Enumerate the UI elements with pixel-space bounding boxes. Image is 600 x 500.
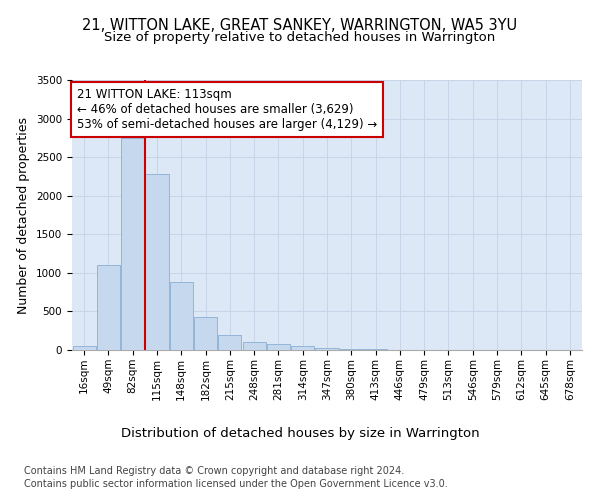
Bar	[73, 346, 95, 350]
Bar	[218, 334, 241, 350]
Bar	[145, 174, 169, 350]
Text: Contains HM Land Registry data © Crown copyright and database right 2024.: Contains HM Land Registry data © Crown c…	[24, 466, 404, 476]
Bar	[340, 349, 363, 350]
Bar	[121, 138, 144, 350]
Bar	[316, 348, 338, 350]
Bar	[170, 282, 193, 350]
Bar	[291, 346, 314, 350]
Text: 21 WITTON LAKE: 113sqm
← 46% of detached houses are smaller (3,629)
53% of semi-: 21 WITTON LAKE: 113sqm ← 46% of detached…	[77, 88, 377, 131]
Text: 21, WITTON LAKE, GREAT SANKEY, WARRINGTON, WA5 3YU: 21, WITTON LAKE, GREAT SANKEY, WARRINGTO…	[82, 18, 518, 32]
Text: Size of property relative to detached houses in Warrington: Size of property relative to detached ho…	[104, 31, 496, 44]
Bar	[364, 349, 387, 350]
Bar	[194, 317, 217, 350]
Text: Contains public sector information licensed under the Open Government Licence v3: Contains public sector information licen…	[24, 479, 448, 489]
Text: Distribution of detached houses by size in Warrington: Distribution of detached houses by size …	[121, 428, 479, 440]
Bar	[267, 344, 290, 350]
Bar	[97, 265, 120, 350]
Y-axis label: Number of detached properties: Number of detached properties	[17, 116, 31, 314]
Bar	[242, 342, 266, 350]
